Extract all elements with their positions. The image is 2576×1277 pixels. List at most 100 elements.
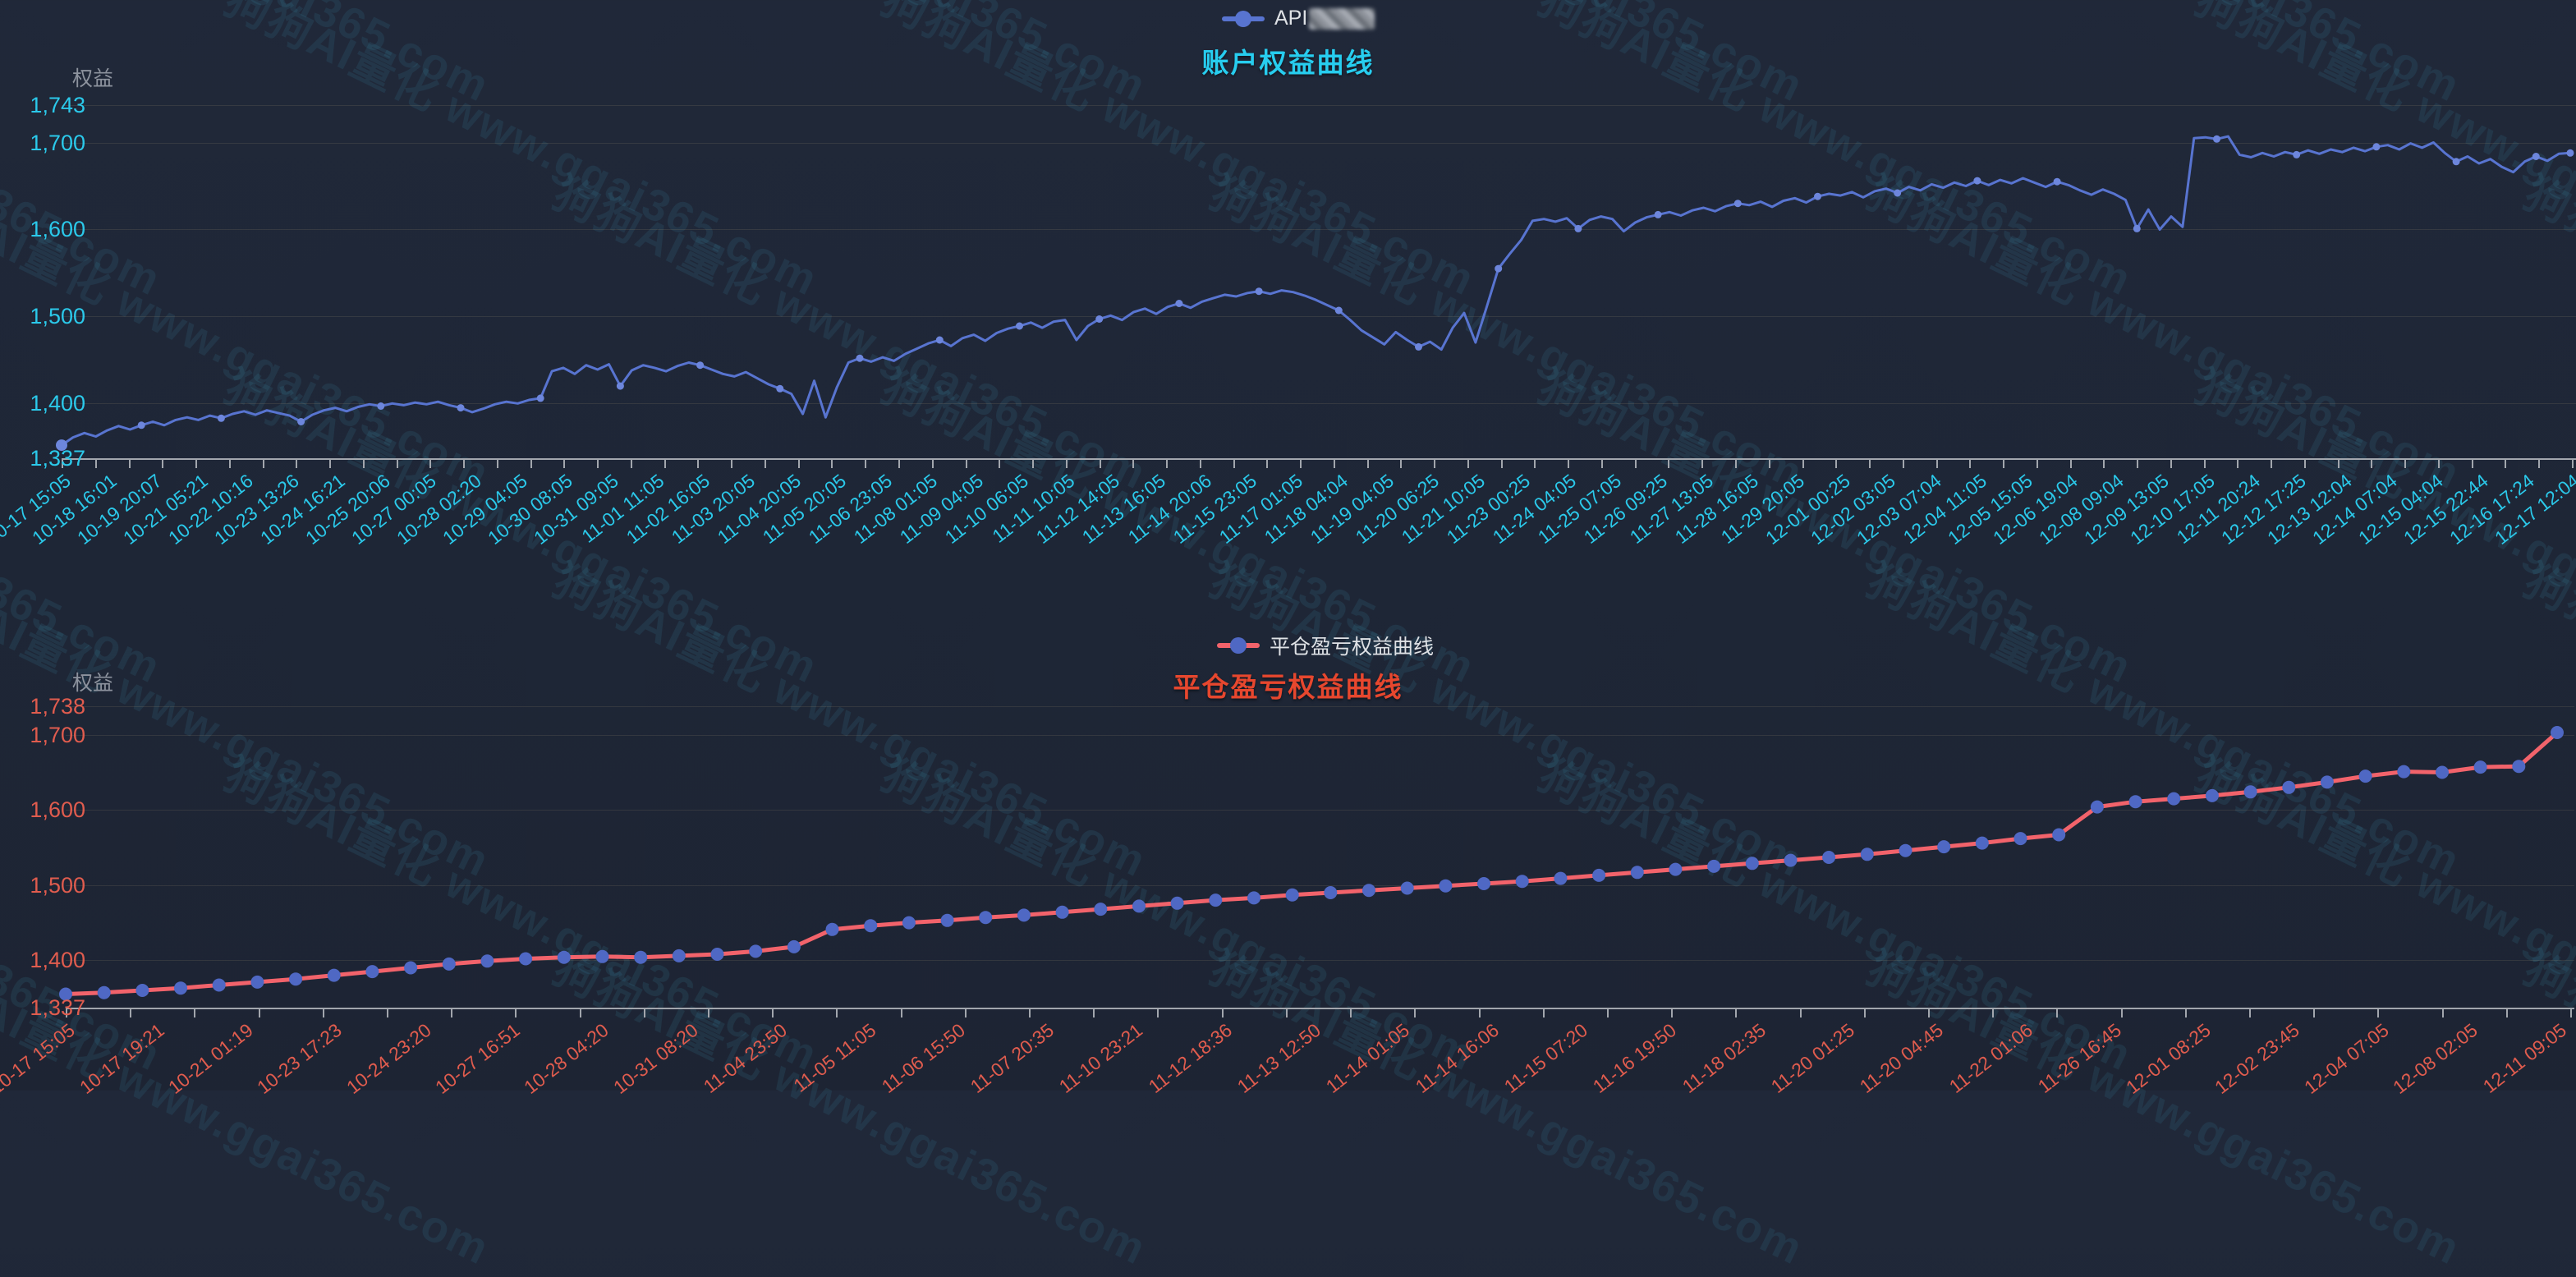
- data-point-marker[interactable]: [404, 961, 418, 975]
- data-point-marker[interactable]: [1937, 840, 1951, 854]
- data-point-marker[interactable]: [710, 948, 724, 961]
- data-point-marker[interactable]: [1094, 903, 1108, 916]
- data-point-marker[interactable]: [1975, 836, 1989, 850]
- data-point-marker[interactable]: [1017, 908, 1031, 922]
- data-point-marker[interactable]: [135, 984, 149, 997]
- data-point-marker[interactable]: [1439, 879, 1453, 893]
- data-point-marker[interactable]: [2213, 135, 2220, 143]
- data-point-marker[interactable]: [1334, 306, 1343, 315]
- data-point-marker[interactable]: [825, 922, 839, 936]
- data-point-marker[interactable]: [2397, 765, 2411, 779]
- data-point-marker[interactable]: [616, 382, 624, 390]
- data-point-marker[interactable]: [217, 414, 225, 422]
- data-point-marker[interactable]: [97, 985, 111, 999]
- data-point-marker[interactable]: [1324, 886, 1338, 899]
- data-point-marker[interactable]: [595, 949, 609, 963]
- data-point-marker[interactable]: [776, 384, 784, 393]
- data-point-marker[interactable]: [1784, 853, 1798, 867]
- data-point-marker[interactable]: [2090, 800, 2104, 814]
- data-point-marker[interactable]: [1170, 896, 1184, 910]
- data-point-marker[interactable]: [1255, 287, 1263, 296]
- data-point-marker[interactable]: [2205, 788, 2219, 802]
- data-point-marker[interactable]: [1973, 177, 1981, 185]
- data-point-marker[interactable]: [1669, 862, 1683, 876]
- data-point-marker[interactable]: [1515, 875, 1529, 889]
- data-point-marker[interactable]: [2473, 760, 2487, 774]
- data-point-marker[interactable]: [2014, 832, 2027, 846]
- data-point-marker[interactable]: [365, 965, 379, 979]
- data-point-marker[interactable]: [1860, 848, 1874, 861]
- data-point-marker[interactable]: [2452, 158, 2460, 166]
- data-point-marker[interactable]: [634, 950, 648, 964]
- data-point-marker[interactable]: [2320, 775, 2334, 789]
- data-point-marker[interactable]: [2358, 769, 2372, 783]
- data-point-marker[interactable]: [1175, 300, 1183, 307]
- data-point-marker[interactable]: [979, 911, 993, 925]
- data-point-marker[interactable]: [1630, 866, 1644, 880]
- data-point-marker[interactable]: [1132, 899, 1146, 913]
- data-point-marker[interactable]: [672, 949, 686, 962]
- data-point-marker[interactable]: [1095, 315, 1104, 323]
- data-point-marker[interactable]: [2052, 828, 2066, 842]
- data-point-marker[interactable]: [2551, 726, 2564, 739]
- data-point-marker[interactable]: [2282, 780, 2296, 794]
- data-point-marker[interactable]: [787, 939, 801, 953]
- data-point-marker[interactable]: [2167, 792, 2181, 806]
- data-point-marker[interactable]: [902, 916, 916, 930]
- data-point-marker[interactable]: [1899, 843, 1912, 857]
- data-point-marker[interactable]: [1285, 888, 1299, 902]
- data-point-marker[interactable]: [519, 952, 533, 966]
- data-point-marker[interactable]: [2532, 153, 2540, 160]
- data-point-marker[interactable]: [749, 944, 763, 958]
- data-point-marker[interactable]: [1822, 851, 1836, 864]
- data-point-marker[interactable]: [2053, 177, 2061, 186]
- data-point-marker[interactable]: [1247, 891, 1260, 905]
- data-point-marker[interactable]: [59, 987, 72, 1001]
- data-point-marker[interactable]: [137, 421, 145, 429]
- data-point-marker[interactable]: [557, 950, 571, 964]
- data-point-marker[interactable]: [297, 418, 305, 425]
- data-point-marker[interactable]: [250, 975, 264, 989]
- data-point-marker[interactable]: [1707, 859, 1721, 873]
- data-point-marker[interactable]: [1016, 322, 1023, 330]
- data-point-marker[interactable]: [2566, 149, 2574, 157]
- data-point-marker[interactable]: [1477, 877, 1490, 890]
- data-point-marker[interactable]: [940, 913, 954, 927]
- data-point-marker[interactable]: [377, 402, 385, 410]
- data-point-marker[interactable]: [1654, 210, 1662, 218]
- data-point-marker[interactable]: [56, 439, 67, 452]
- data-point-marker[interactable]: [1554, 871, 1568, 885]
- data-point-marker[interactable]: [1209, 893, 1223, 907]
- data-point-marker[interactable]: [212, 978, 226, 992]
- data-point-marker[interactable]: [2372, 143, 2381, 151]
- data-point-marker[interactable]: [1055, 905, 1069, 919]
- data-point-marker[interactable]: [1574, 224, 1582, 232]
- data-point-marker[interactable]: [1362, 884, 1375, 898]
- data-point-marker[interactable]: [1400, 881, 1414, 895]
- data-point-marker[interactable]: [327, 968, 341, 982]
- data-point-marker[interactable]: [174, 981, 187, 995]
- legend-item-closed-pnl[interactable]: 平仓盈亏权益曲线: [1217, 631, 1434, 660]
- data-point-marker[interactable]: [457, 404, 465, 412]
- legend-item-api[interactable]: API: [1222, 7, 1375, 30]
- data-point-marker[interactable]: [935, 336, 944, 344]
- data-point-marker[interactable]: [442, 957, 456, 971]
- data-point-marker[interactable]: [2293, 150, 2301, 158]
- data-point-marker[interactable]: [536, 394, 544, 402]
- data-point-marker[interactable]: [1894, 189, 1902, 197]
- data-point-marker[interactable]: [696, 361, 705, 370]
- data-point-marker[interactable]: [2512, 760, 2526, 774]
- data-point-marker[interactable]: [1415, 342, 1422, 351]
- data-point-marker[interactable]: [289, 972, 303, 986]
- data-point-marker[interactable]: [2436, 765, 2449, 779]
- data-point-marker[interactable]: [2243, 785, 2257, 799]
- data-point-marker[interactable]: [2133, 224, 2141, 232]
- data-point-marker[interactable]: [856, 354, 864, 362]
- data-point-marker[interactable]: [480, 954, 494, 968]
- data-point-marker[interactable]: [2128, 795, 2142, 809]
- data-point-marker[interactable]: [1733, 200, 1742, 208]
- data-point-marker[interactable]: [864, 919, 878, 933]
- data-point-marker[interactable]: [1495, 264, 1503, 273]
- data-point-marker[interactable]: [1592, 868, 1606, 882]
- data-point-marker[interactable]: [1745, 857, 1759, 870]
